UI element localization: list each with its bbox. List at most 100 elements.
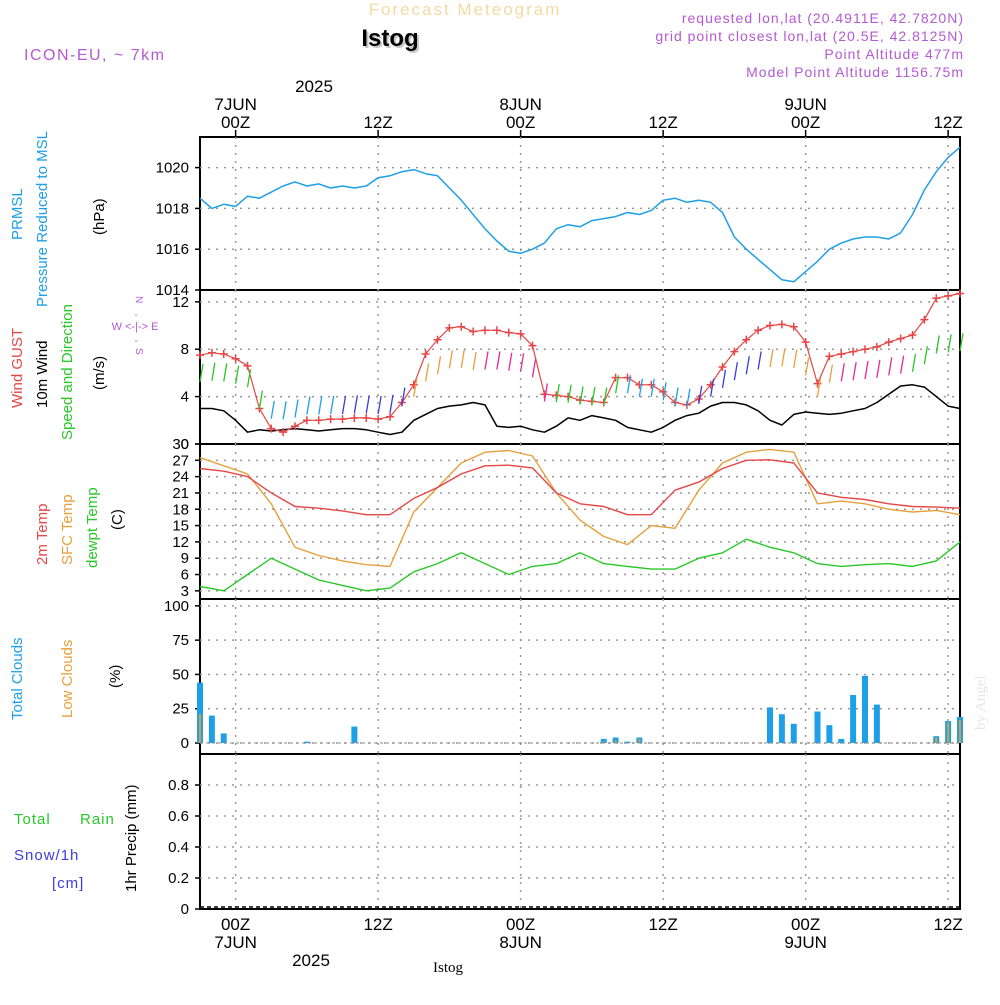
wind-desc-label: Speed and Direction	[59, 304, 76, 440]
gust-marker	[944, 291, 953, 300]
gust-marker	[837, 349, 846, 358]
wind-arrow	[484, 351, 489, 370]
wind-arrow	[674, 387, 679, 406]
top-hour-label: 12Z	[933, 113, 962, 132]
gust-marker	[849, 347, 858, 356]
rain-label: Rain	[80, 811, 115, 828]
ytick-label: 27	[172, 452, 189, 469]
wind-arrow	[223, 363, 228, 382]
ytick-label: 18	[172, 501, 189, 518]
model-label: ICON-EU, ~ 7km	[24, 47, 165, 64]
temp-unit-label: (C)	[109, 509, 126, 530]
wind-arrow	[840, 363, 845, 382]
low-cloud-bar	[614, 740, 617, 744]
wind-arrow	[318, 396, 323, 415]
sfctemp-line	[199, 448, 961, 568]
snow-unit-label: [cm]	[52, 875, 84, 892]
wind-arrow	[353, 395, 359, 414]
wind-arrow	[543, 383, 549, 402]
wind-arrow	[793, 349, 798, 368]
wind-arrow	[199, 363, 204, 383]
model-altitude: Model Point Altitude 1156.75m	[746, 64, 964, 80]
total-cloud-bar	[220, 733, 227, 744]
gust-marker	[219, 349, 228, 358]
wind-arrow	[888, 357, 893, 376]
total-cloud-bar	[826, 725, 833, 744]
wind-arrow	[401, 387, 406, 406]
pressure-unit-label: (hPa)	[91, 198, 108, 235]
low-cloud-bar	[602, 741, 605, 744]
ytick-label: 75	[172, 632, 189, 649]
gust-marker	[718, 363, 727, 371]
gust-marker	[433, 335, 442, 344]
total-label: Total	[14, 811, 51, 828]
total-cloud-bar	[351, 726, 358, 744]
prmsl-label: PRMSL	[9, 188, 26, 240]
precip-unit-label: 1hr Precip (mm)	[123, 784, 140, 892]
ytick-label: 3	[181, 583, 189, 600]
wind-arrow	[745, 356, 750, 375]
grid-lines	[200, 137, 960, 909]
ytick-label: 100	[164, 598, 189, 615]
gust-marker	[659, 387, 668, 396]
total-cloud-bar	[873, 704, 880, 744]
ytick-label: 0	[181, 735, 189, 752]
low-cloud-bar	[638, 738, 641, 744]
wind10m-label: 10m Wind	[34, 340, 51, 408]
wind-arrow	[555, 383, 560, 403]
wind-arrow	[579, 386, 584, 405]
compass-vertical-1: -	[134, 310, 137, 321]
compass-we-label: W <-|-> E	[112, 321, 159, 333]
wind-arrow	[959, 333, 964, 352]
compass-n-label: N	[133, 296, 144, 303]
ytick-label: 6	[181, 567, 189, 584]
gust-marker	[279, 428, 288, 437]
wind-arrow	[341, 395, 347, 415]
bottom-hour-label: 00Z	[506, 915, 535, 934]
gust-marker	[801, 338, 810, 347]
wind-arrow	[804, 357, 810, 376]
top-hour-label: 00Z	[221, 113, 250, 132]
wind-arrow	[270, 400, 275, 419]
low-cloud-bar	[935, 737, 938, 744]
wind-arrow	[531, 359, 537, 378]
total-cloud-bar	[862, 675, 868, 744]
gust-marker	[956, 289, 964, 298]
temp2m-label: 2m Temp	[34, 504, 51, 565]
wind10m-line	[200, 384, 961, 436]
gust-marker	[243, 361, 252, 370]
gust-marker	[350, 413, 359, 422]
wind-arrow	[424, 363, 430, 382]
wind-arrow	[733, 362, 739, 381]
gust-marker	[766, 321, 774, 330]
gust-marker	[504, 328, 513, 337]
wind-arrow	[603, 387, 608, 406]
wind-arrow	[472, 352, 477, 371]
wind-arrow	[757, 351, 762, 370]
wind-arrow	[781, 348, 786, 367]
watermark: by Angel	[973, 675, 989, 730]
bottom-hour-label: 12Z	[933, 915, 962, 934]
pressure-line	[199, 146, 961, 283]
gust-line	[199, 293, 961, 433]
wind-arrow	[614, 375, 620, 394]
wind-arrow	[413, 378, 418, 397]
wind-unit-label: (m/s)	[91, 356, 108, 390]
snow-label: Snow/1h	[14, 847, 79, 864]
gust-marker	[635, 380, 644, 389]
ytick-label: 0	[181, 901, 189, 918]
gust-marker	[516, 329, 525, 338]
requested-coords: requested lon,lat (20.4911E, 42.7820N)	[682, 10, 964, 26]
ytick-label: 0.6	[168, 808, 189, 825]
bottom-day-label: 8JUN	[499, 933, 542, 952]
ytick-label: 50	[172, 666, 189, 683]
gridpoint-coords: grid point closest lon,lat (20.5E, 42.81…	[655, 28, 964, 44]
low-clouds-label: Low Clouds	[59, 640, 76, 718]
gust-marker	[920, 315, 929, 324]
dewpt-line	[199, 538, 961, 592]
total-cloud-bar	[600, 738, 607, 744]
panel-frame-clouds	[199, 598, 961, 755]
gust-marker	[445, 323, 454, 332]
total-cloud-bar	[838, 738, 845, 744]
